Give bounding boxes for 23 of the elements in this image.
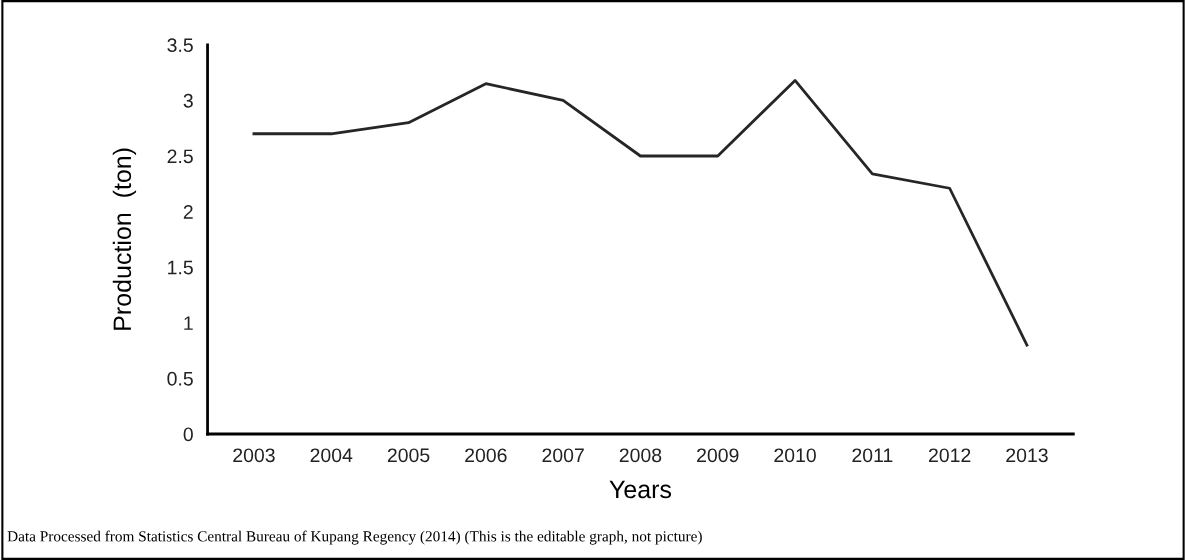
x-tick-label: 2004 (310, 448, 353, 463)
x-tick-label: 2011 (852, 448, 893, 463)
y-tick-label: 2.5 (167, 149, 193, 164)
y-tick-label: 2 (183, 205, 193, 219)
y-tick-label: 0.5 (167, 371, 193, 386)
y-tick-label: 3 (183, 93, 193, 108)
y-axis-title: Production (ton) (112, 148, 137, 330)
x-tick-label: 2005 (387, 448, 430, 463)
x-tick-label: 2007 (542, 448, 584, 463)
x-axis-title: Years (609, 480, 672, 499)
x-tick-label: 2008 (619, 448, 662, 463)
y-tick-label: 1.5 (168, 260, 193, 275)
text: Data Processed from Statistics Central Bureau of Kupang Regency (2014) (This is the editable graph, not picture) (7, 530, 702, 545)
x-tick-label: 2010 (774, 448, 816, 463)
x-tick-label: 2013 (1006, 448, 1048, 463)
x-tick-label: 2003 (233, 448, 275, 463)
y-tick-label: 3.5 (167, 38, 193, 53)
y-tick-label: 0 (183, 427, 193, 442)
x-tick-label: 2012 (929, 448, 971, 463)
x-tick-label: 2009 (697, 448, 739, 463)
line-series (252, 78, 1029, 347)
y-tick-label: 1 (184, 316, 193, 330)
x-tick-label: 2006 (465, 448, 507, 463)
